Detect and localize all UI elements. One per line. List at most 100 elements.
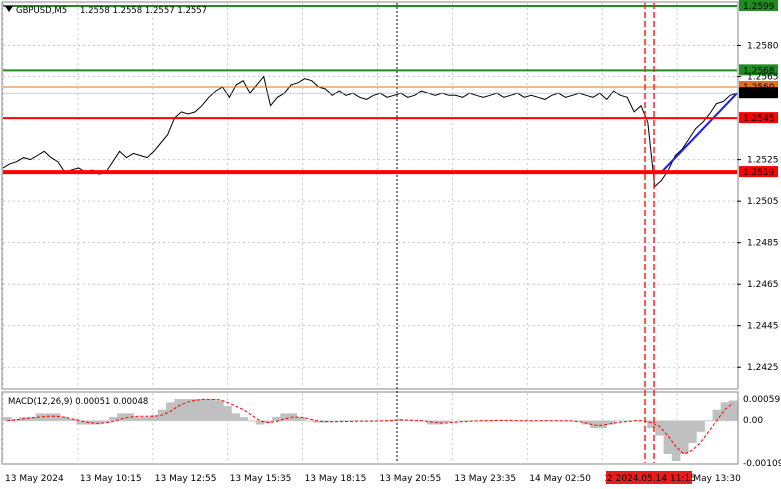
macd-histogram-bar [133, 417, 143, 421]
y-tick-label: 1.2425 [747, 363, 779, 373]
macd-histogram-bar [410, 420, 420, 422]
macd-histogram-bar [125, 413, 134, 421]
x-tick-label: 13 May 10:15 [80, 474, 142, 484]
macd-histogram-bar [117, 413, 126, 421]
macd-histogram-bar [484, 420, 493, 421]
x-axis: 13 May 2024 13 May 10:15 13 May 12:55 13 Ma… [5, 471, 741, 484]
ohlc-label: 1.2558 1.2558 1.2557 1.2557 [80, 6, 207, 16]
y-tick-label: 1.2525 [747, 156, 779, 166]
x-tick-label: 13 May 20:55 [379, 474, 441, 484]
macd-histogram-bar [92, 420, 102, 425]
x-tick-label: 13 May 2024 [5, 474, 64, 484]
macd-histogram-bar [43, 413, 53, 421]
macd-histogram-bar [76, 420, 86, 425]
macd-histogram-bar [573, 420, 583, 422]
macd-scale-zero: 0.00 [743, 416, 763, 426]
y-tick-label: 1.2485 [747, 239, 779, 249]
macd-scale-bottom: -0.00109 [743, 459, 781, 469]
symbol-label: GBPUSD,M5 [16, 6, 67, 16]
macd-histogram-bar [255, 420, 265, 425]
macd-histogram-bar [418, 420, 428, 422]
macd-histogram-bar [296, 417, 306, 421]
x-tick-label: 13 May 15:35 [230, 474, 292, 484]
macd-histogram-bar [427, 420, 436, 425]
x-tick-label: 13 May 18:15 [305, 474, 367, 484]
macd-histogram-bar [280, 413, 289, 421]
macd-histogram-bar [312, 420, 322, 423]
x-tick-label: 14 May 02:50 [529, 474, 591, 484]
macd-histogram-bar [272, 417, 281, 421]
price-line [2, 75, 738, 188]
macd-scale-top: 0.00059 [743, 395, 780, 405]
level-tag-label: 1.2519 [743, 168, 775, 178]
macd-histogram-bar [109, 417, 118, 421]
trend-line[interactable] [660, 92, 738, 173]
x-tick-label: 13 May 12:55 [155, 474, 217, 484]
macd-histogram-bar [655, 420, 665, 436]
level-tag-label: 1.2568 [743, 66, 775, 76]
macd-histogram-bar [100, 420, 110, 423]
level-tag-label: 1.2599 [743, 2, 775, 12]
macd-histogram-bar [679, 420, 689, 454]
macd-histogram-bar [174, 399, 183, 421]
cursor-time-tag-bg [606, 471, 692, 484]
macd-histogram-bar [51, 413, 61, 421]
x-tick-label: 14 May 13:30 [679, 474, 741, 484]
y-tick-label: 1.2445 [747, 322, 779, 332]
macd-histogram-bar [247, 420, 257, 422]
macd-histogram-bar [329, 420, 338, 422]
macd-histogram-bar [149, 415, 159, 421]
main-plot-frame [1, 1, 739, 390]
macd-histogram-bar [459, 420, 469, 422]
macd-histogram-bar [614, 420, 624, 422]
macd-histogram-bar [696, 420, 705, 432]
macd-histogram-bar [304, 420, 314, 422]
macd-histogram-bar [239, 417, 249, 421]
macd-histogram-bar [27, 417, 37, 421]
level-tag-bg [739, 80, 778, 92]
macd-label: MACD(12,26,9) 0.00051 0.00048 [8, 397, 148, 407]
macd-histogram-bar [60, 417, 69, 421]
macd-histogram-bar [728, 400, 738, 421]
macd-histogram-bar [353, 420, 363, 422]
macd-histogram-bar [663, 420, 673, 454]
macd-histogram-bar [68, 418, 77, 421]
level-tag-bg [739, 64, 778, 76]
macd-histogram-bar [720, 402, 730, 421]
level-lines [3, 5, 737, 175]
macd-histogram-bar [223, 406, 232, 421]
macd-histogram-bar [345, 420, 355, 422]
level-tag-label: 1.2545 [743, 114, 775, 124]
macd-histogram-bar [3, 417, 12, 421]
macd-histogram-bar [231, 413, 241, 421]
y-tick-label: 1.2580 [747, 41, 779, 51]
macd-histogram-bar [451, 420, 461, 422]
macd-histogram-bar [712, 409, 722, 421]
macd-histogram-bar [435, 420, 444, 425]
x-tick-label: 13 May 23:35 [454, 474, 516, 484]
macd-plot-frame [1, 391, 739, 465]
collapse-triangle-icon[interactable] [5, 6, 13, 12]
macd-histogram-bar [671, 420, 681, 461]
macd-histogram-bar [370, 420, 379, 422]
y-tick-label: 1.2465 [747, 280, 779, 290]
vertical-markers [644, 3, 655, 463]
level-tag-bg [739, 112, 778, 124]
price-series [2, 75, 738, 188]
level-tag-bg [739, 87, 778, 99]
macd-histogram-bar [394, 418, 404, 421]
macd-histogram-bar [622, 420, 632, 422]
macd-histogram-bar [639, 420, 648, 422]
macd-histogram-bar [704, 420, 714, 422]
macd-histogram-bar [647, 420, 656, 429]
macd-histogram-bar [190, 399, 200, 421]
macd-histogram-bar [182, 399, 192, 421]
cursor-time-label: 2 2024.05.14 11:15 [607, 474, 696, 484]
macd-panel [3, 398, 738, 461]
macd-histogram-bar [688, 420, 697, 443]
y-tick-label: 1.2565 [747, 73, 779, 83]
macd-histogram-bar [206, 399, 216, 421]
macd-histogram-bar [524, 420, 534, 422]
